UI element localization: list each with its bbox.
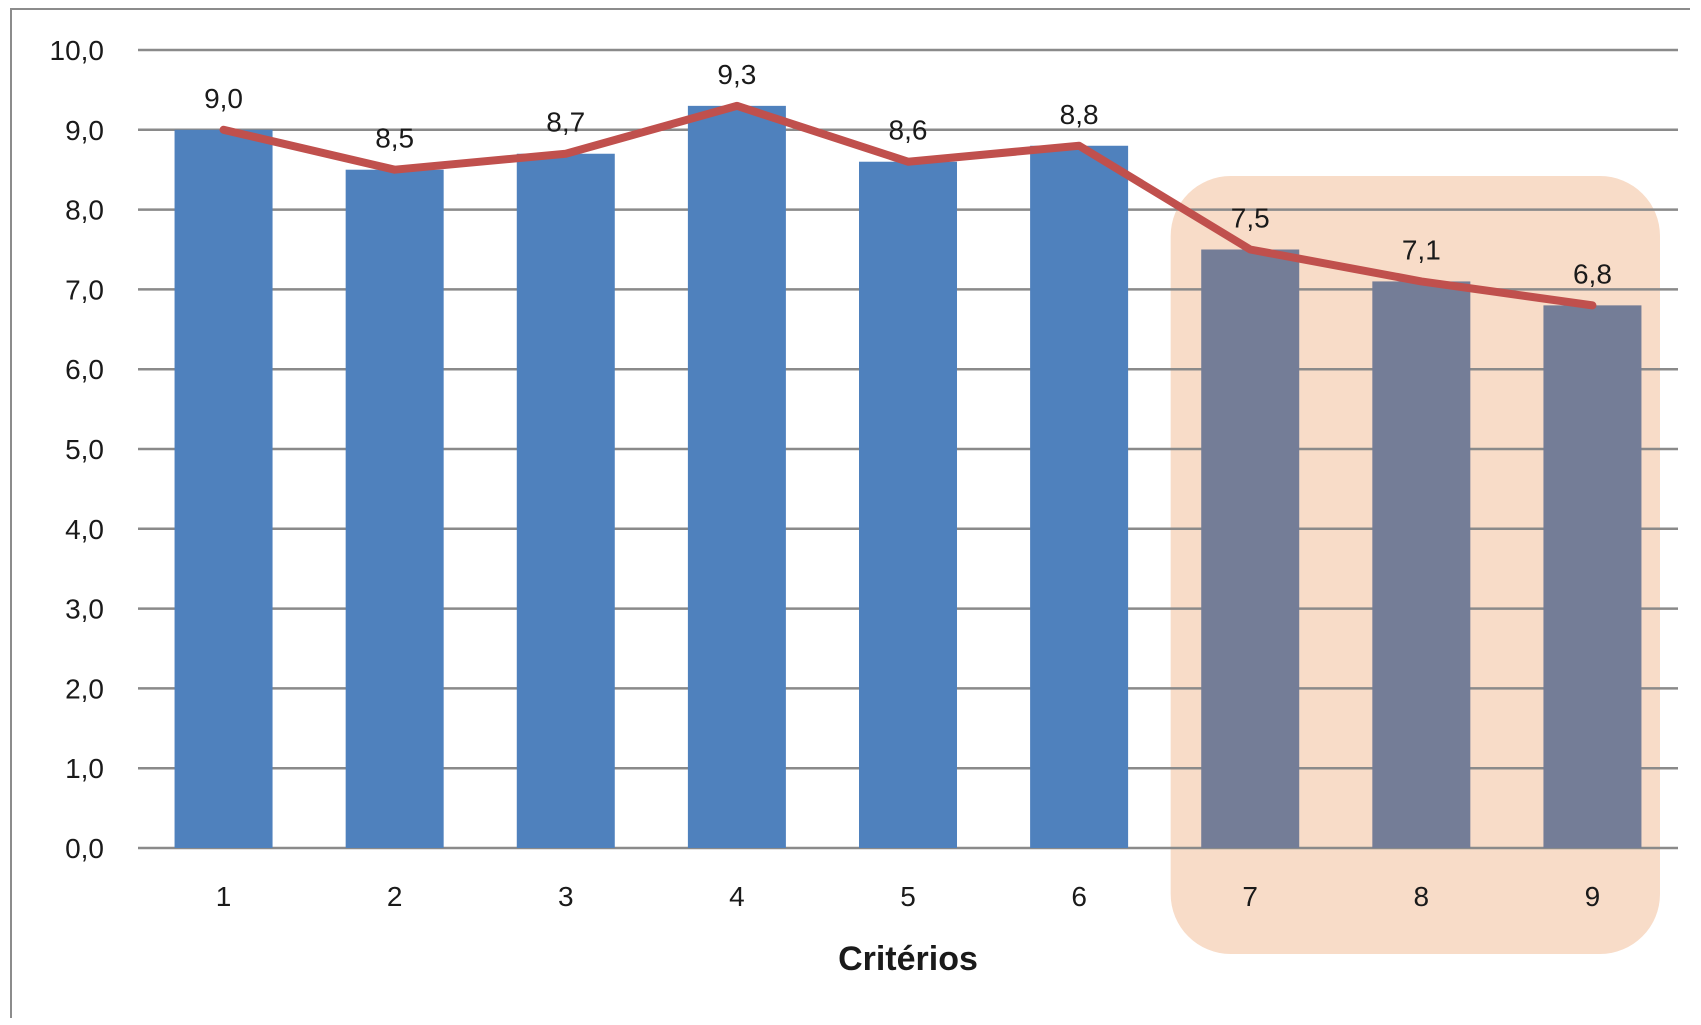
data-label: 9,0 [204, 83, 243, 114]
bar [1372, 281, 1471, 848]
bar [1030, 145, 1129, 848]
data-label: 7,5 [1231, 203, 1270, 234]
bar [345, 169, 444, 848]
x-tick-label: 1 [216, 881, 232, 912]
data-label: 9,3 [717, 59, 756, 90]
data-label: 8,5 [375, 123, 414, 154]
y-tick-label: 1,0 [65, 753, 104, 784]
data-label: 8,8 [1060, 99, 1099, 130]
x-axis-title: Critérios [838, 940, 978, 978]
y-tick-label: 5,0 [65, 434, 104, 465]
data-label: 7,1 [1402, 234, 1441, 265]
bar [1201, 249, 1300, 848]
bar [859, 161, 957, 849]
y-axis-tick-labels: 0,0 1,0 2,0 3,0 4,0 5,0 6,0 7,0 8,0 9,0 10,0 [50, 35, 105, 864]
bar [174, 129, 273, 849]
x-tick-label: 2 [387, 881, 403, 912]
y-tick-label: 0,0 [65, 833, 104, 864]
x-tick-label: 3 [558, 881, 574, 912]
data-label: 8,7 [546, 107, 585, 138]
y-tick-label: 8,0 [65, 195, 104, 226]
trend-line [219, 101, 1597, 310]
data-label: 6,8 [1573, 258, 1612, 289]
y-tick-label: 2,0 [65, 673, 104, 704]
x-tick-label: 9 [1585, 881, 1601, 912]
bars [174, 105, 1642, 849]
bar [687, 105, 786, 849]
data-label: 8,6 [889, 115, 928, 146]
x-tick-label: 7 [1242, 881, 1258, 912]
y-tick-label: 4,0 [65, 514, 104, 545]
y-tick-label: 7,0 [65, 274, 104, 305]
y-tick-label: 6,0 [65, 354, 104, 385]
x-axis-tick-labels: 1 2 3 4 5 6 7 8 9 [216, 881, 1600, 912]
x-tick-label: 4 [729, 881, 745, 912]
bar [516, 153, 615, 849]
series-line [219, 101, 1597, 310]
x-tick-label: 5 [900, 881, 916, 912]
x-tick-label: 6 [1071, 881, 1087, 912]
data-labels: 9,0 8,5 8,7 9,3 8,6 8,8 7,5 7,1 6,8 [204, 59, 1612, 289]
x-tick-label: 8 [1414, 881, 1430, 912]
bar [1543, 305, 1642, 848]
y-tick-label: 9,0 [65, 115, 104, 146]
y-tick-label: 10,0 [50, 35, 105, 66]
y-tick-label: 3,0 [65, 594, 104, 625]
